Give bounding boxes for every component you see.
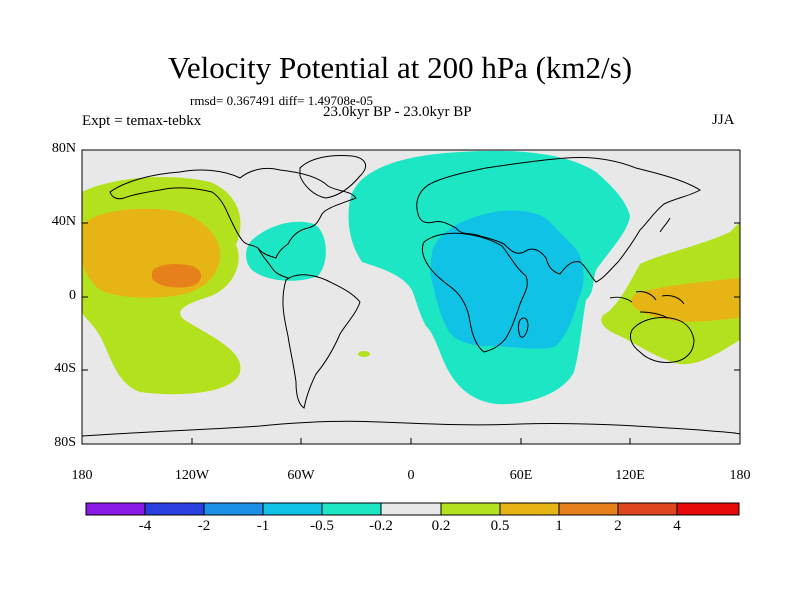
- lon-label-60w: 60W: [287, 468, 315, 483]
- colorbar-label-8: 1: [555, 518, 563, 534]
- colorbar-box-3: [203, 502, 264, 516]
- lat-ticks: [82, 149, 740, 445]
- lat-label-0: 0: [69, 288, 76, 303]
- colorbar-box-11: [676, 502, 740, 516]
- colorbar-box-6: [380, 502, 442, 516]
- colorbar-label-6: 0.2: [431, 518, 451, 534]
- colorbar-label-3: -1: [256, 518, 270, 534]
- coastlines: [82, 155, 740, 437]
- coast-madagascar: [518, 317, 529, 338]
- colorbar-box-7: [440, 502, 501, 516]
- coast-maritime-continent: [609, 291, 685, 319]
- lon-label-120w: 120W: [174, 468, 210, 483]
- lat-label-80n: 80N: [51, 141, 76, 156]
- colorbar: [85, 502, 740, 516]
- lon-label-120e: 120E: [615, 468, 645, 483]
- lon-label-180e: 180: [729, 468, 751, 483]
- plot-title: Velocity Potential at 200 hPa (km2/s): [167, 50, 633, 85]
- lon-label-0: 0: [407, 468, 415, 483]
- coast-central-america: [257, 247, 289, 279]
- colorbar-box-9: [558, 502, 619, 516]
- colorbar-box-1: [85, 502, 146, 516]
- colorbar-box-10: [617, 502, 678, 516]
- colorbar-box-2: [144, 502, 205, 516]
- colorbar-label-4: -0.5: [310, 518, 334, 534]
- colorbar-box-4: [262, 502, 323, 516]
- coast-north-america: [109, 167, 357, 259]
- lon-ticks: [81, 438, 741, 444]
- colorbar-box-8: [499, 502, 560, 516]
- lat-label-80s: 80S: [54, 435, 76, 450]
- colorbar-label-10: 4: [673, 518, 681, 534]
- contour-wpacific-0.5: [631, 278, 740, 322]
- colorbar-label-9: 2: [614, 518, 622, 534]
- contour-pacific-0.5: [82, 208, 221, 298]
- colorbar-label-1: -4: [138, 518, 152, 534]
- coast-south-america: [282, 274, 361, 409]
- contour-pacific-1: [152, 264, 201, 288]
- season-label: JJA: [712, 112, 735, 128]
- coast-greenland: [299, 155, 367, 199]
- coast-africa: [421, 232, 528, 353]
- lon-label-60e: 60E: [509, 468, 533, 483]
- coast-australia: [629, 317, 695, 363]
- lon-label-180w: 180: [71, 468, 93, 483]
- coast-japan: [659, 217, 671, 233]
- colorbar-box-5: [321, 502, 382, 516]
- lat-label-40n: 40N: [51, 214, 76, 229]
- colorbar-label-5: -0.2: [369, 518, 393, 534]
- colorbar-label-7: 0.5: [490, 518, 510, 534]
- contour-small-blob: [358, 351, 370, 357]
- coast-antarctica: [82, 420, 740, 437]
- colorbar-label-2: -2: [197, 518, 211, 534]
- stats-text: rmsd= 0.367491 diff= 1.49708e-05: [190, 93, 374, 108]
- lat-label-40s: 40S: [54, 361, 76, 376]
- experiment-label: Expt = temax-tebkx: [82, 113, 202, 129]
- coast-eurasia: [416, 157, 701, 283]
- contour-caribbean: [246, 221, 326, 281]
- period-subtitle: 23.0kyr BP - 23.0kyr BP: [323, 104, 472, 120]
